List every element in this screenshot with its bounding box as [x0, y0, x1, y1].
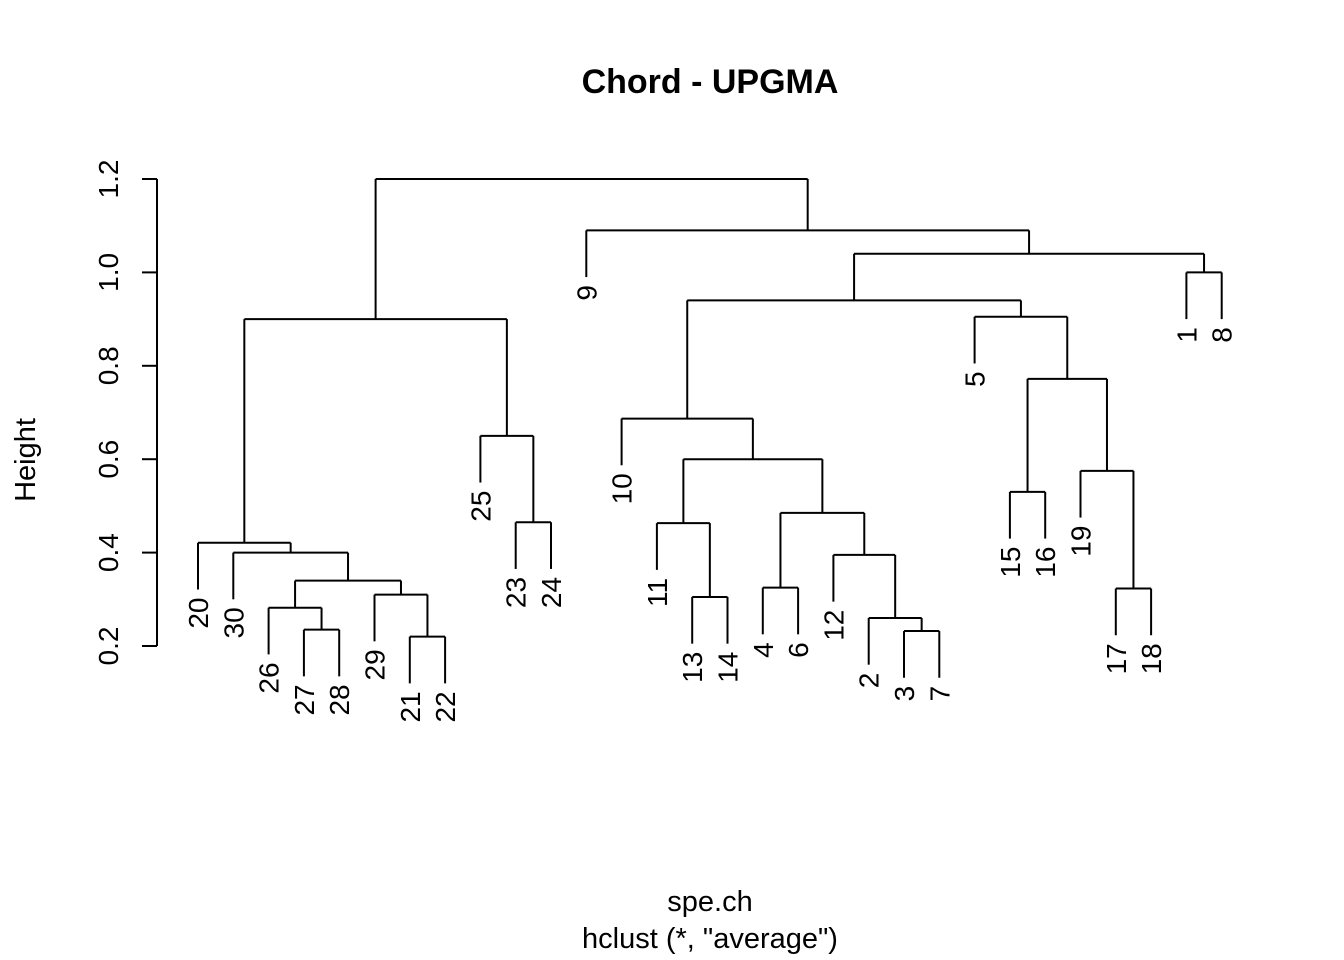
leaf-label: 28 — [324, 684, 355, 715]
leaf-label: 21 — [395, 691, 426, 722]
x-axis-title: spe.ch — [667, 886, 752, 918]
leaf-label: 2 — [854, 673, 885, 689]
leaf-label: 13 — [677, 652, 708, 683]
leaf-label: 1 — [1171, 327, 1202, 343]
leaf-label: 10 — [607, 473, 638, 504]
leaf-label: 6 — [783, 642, 814, 658]
leaf-label: 5 — [960, 371, 991, 387]
leaf-label: 27 — [289, 684, 320, 715]
leaf-label: 18 — [1136, 643, 1167, 674]
leaf-label: 26 — [254, 662, 285, 693]
leaf-label: 3 — [889, 686, 920, 702]
leaf-label: 29 — [360, 649, 391, 680]
y-tick-label: 0.2 — [93, 627, 124, 666]
leaf-label: 12 — [818, 610, 849, 641]
y-tick-label: 1.2 — [93, 160, 124, 199]
leaf-label: 8 — [1207, 327, 1238, 343]
leaf-label: 17 — [1101, 643, 1132, 674]
y-tick-label: 0.4 — [93, 533, 124, 572]
leaf-label: 24 — [536, 577, 567, 608]
leaf-label: 25 — [465, 491, 496, 522]
leaf-label: 20 — [183, 597, 214, 628]
leaf-label: 16 — [1030, 547, 1061, 578]
leaf-label: 9 — [571, 285, 602, 301]
leaf-label: 30 — [218, 607, 249, 638]
y-tick-label: 0.6 — [93, 440, 124, 479]
leaf-label: 19 — [1066, 526, 1097, 557]
leaf-label: 11 — [642, 578, 673, 607]
method-subtitle: hclust (*, "average") — [582, 923, 838, 955]
leaf-label: 4 — [748, 642, 779, 658]
y-tick-label: 1.0 — [93, 253, 124, 292]
chart-title: Chord - UPGMA — [582, 63, 839, 101]
leaf-label: 23 — [501, 577, 532, 608]
leaf-label: 7 — [924, 686, 955, 702]
y-axis-title: Height — [10, 418, 42, 502]
leaf-label: 14 — [713, 652, 744, 683]
dendrogram-tree — [197, 178, 1223, 684]
y-tick-label: 0.8 — [93, 346, 124, 385]
y-axis: 0.2 0.4 0.6 0.8 1.0 1.2 — [93, 160, 158, 666]
leaf-label: 15 — [995, 547, 1026, 578]
leaf-label: 22 — [430, 691, 461, 722]
